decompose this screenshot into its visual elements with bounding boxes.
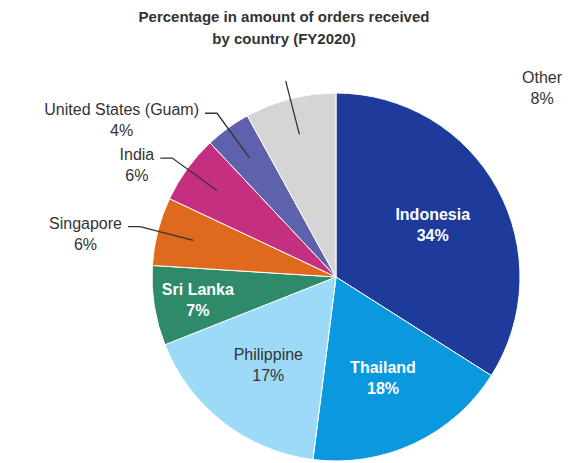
data-labels: Indonesia 34% Thailand 18% Philippine 17% Sri … bbox=[44, 69, 562, 397]
slice-label: Sri Lanka bbox=[162, 281, 234, 298]
pie-slice bbox=[152, 265, 336, 344]
slice-value-label: 4% bbox=[110, 122, 133, 139]
chart: Percentage in amount of orders received b… bbox=[0, 0, 568, 463]
pie bbox=[152, 93, 520, 461]
slice-value-label: 6% bbox=[125, 167, 148, 184]
chart-title: Percentage in amount of orders received b… bbox=[139, 8, 430, 47]
leader-line bbox=[286, 81, 300, 134]
pie-slice bbox=[247, 93, 336, 277]
slice-value-label: 8% bbox=[531, 90, 554, 107]
slice-label: Thailand bbox=[350, 359, 416, 376]
slice-label: Indonesia bbox=[395, 206, 470, 223]
slice-value-label: 7% bbox=[186, 302, 209, 319]
slice-label: Philippine bbox=[234, 346, 303, 363]
slice-label: United States (Guam) bbox=[44, 101, 199, 118]
slice-label: Other bbox=[522, 69, 563, 86]
title-line: Percentage in amount of orders received bbox=[139, 8, 430, 25]
slice-label: India bbox=[120, 146, 155, 163]
leader-line bbox=[128, 227, 193, 241]
slice-value-label: 34% bbox=[417, 227, 449, 244]
pie-slice bbox=[313, 277, 491, 461]
slice-value-label: 6% bbox=[74, 236, 97, 253]
leader-line bbox=[160, 158, 217, 190]
leader-line bbox=[205, 113, 249, 158]
slice-value-label: 17% bbox=[252, 367, 284, 384]
slice-value-label: 18% bbox=[367, 380, 399, 397]
slice-label: Singapore bbox=[49, 215, 122, 232]
title-line: by country (FY2020) bbox=[212, 30, 355, 47]
